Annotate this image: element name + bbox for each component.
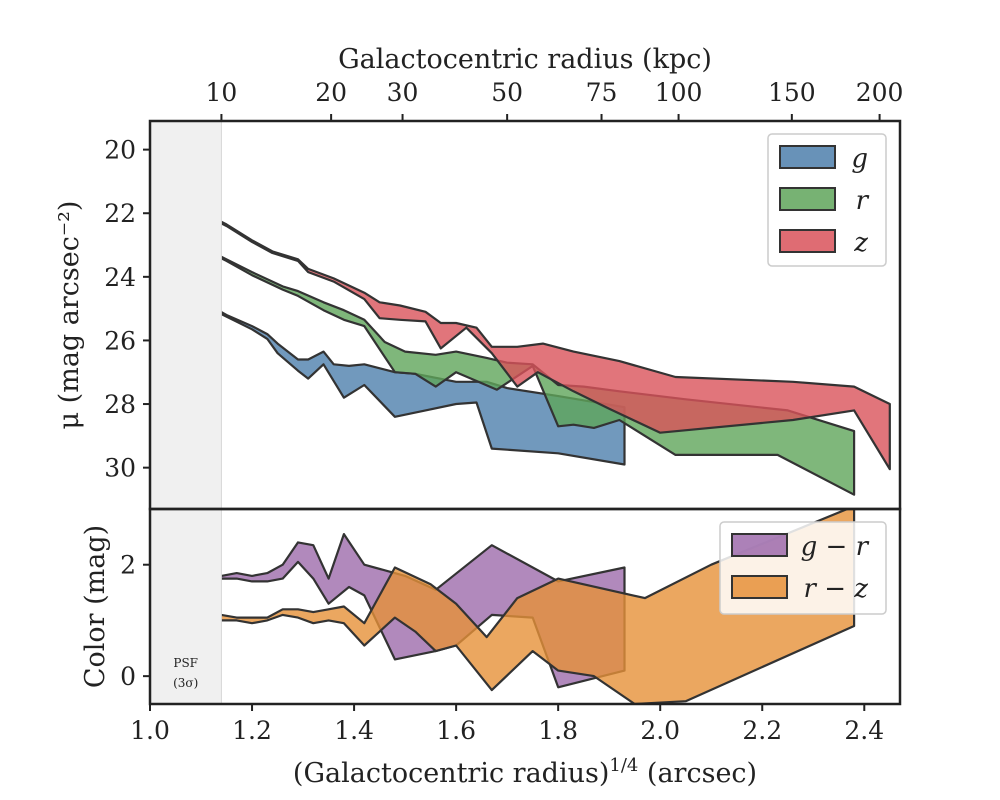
color-panel [150,509,856,704]
legend-label: g [851,144,868,174]
bottom-axis-label: (Galactocentric radius)1/4 (arcsec) [293,755,757,789]
top-x-tick-label: 150 [768,78,816,107]
band-r-minus-z [150,509,856,704]
y-tick-label: 28 [104,390,136,419]
top-x-tick-label: 75 [586,78,618,107]
psf-region [149,120,222,705]
x-tick-label: 1.8 [538,716,578,745]
legend-swatch [731,575,788,599]
y-tick-label: 24 [104,263,136,292]
top-x-tick-label: 100 [655,78,703,107]
legend-swatch [779,229,836,253]
y-tick-label: 22 [104,199,136,228]
x-tick-label: 1.2 [232,716,272,745]
band-z [150,183,891,471]
y-tick-label: 30 [104,454,136,483]
x-tick-label: 1.6 [436,716,476,745]
psf-sigma-label: (3σ) [173,676,198,690]
y-tick-label: 2 [120,551,136,580]
y-tick-label: 0 [120,662,136,691]
top-x-tick-label: 30 [387,78,419,107]
surface-brightness-panel [150,183,891,496]
top-x-tick-label: 200 [856,78,904,107]
top-x-tick-label: 10 [206,78,238,107]
legend-swatch [731,533,788,557]
top-x-tick-label: 50 [491,78,523,107]
legend-label: g − r [801,532,870,562]
top-x-tick-label: 20 [315,78,347,107]
top-axis-label: Galactocentric radius (kpc) [338,44,712,75]
y-axis-label-bottom: Color (mag) [80,525,111,688]
legend-label: r − z [804,574,869,604]
psf-label: PSF [173,656,198,670]
x-tick-label: 1.0 [130,716,170,745]
y-tick-label: 20 [104,136,136,165]
legend-label: z [853,228,868,258]
legend-bands: grz [767,133,887,267]
y-tick-label: 26 [104,326,136,355]
bottom-panel-frame [148,507,902,706]
legend-swatch [779,145,836,169]
legend-swatch [779,187,836,211]
x-tick-label: 1.4 [334,716,374,745]
y-axis-label-top: μ (mag arcsec⁻²) [54,201,85,430]
x-tick-label: 2.2 [742,716,782,745]
legend-label: r [856,186,870,216]
x-tick-label: 2.0 [640,716,680,745]
legend-colors: g − r r − z [719,521,887,615]
x-tick-label: 2.4 [844,716,884,745]
